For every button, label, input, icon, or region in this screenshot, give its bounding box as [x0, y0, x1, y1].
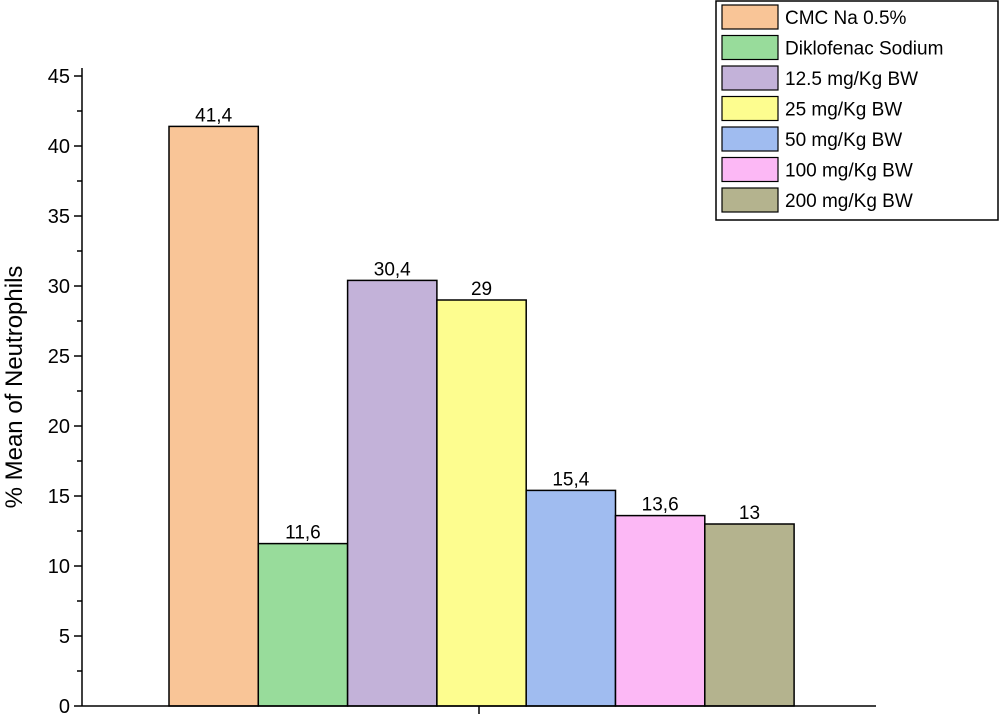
y-tick-label: 20: [48, 416, 70, 438]
bar: [525, 489, 617, 707]
y-tick-label: 5: [59, 626, 70, 648]
y-tick-label: 30: [48, 276, 70, 298]
legend-swatch: [721, 95, 779, 122]
y-axis-ticks: 0 5 10 15 20 25 30 35 40 45: [48, 66, 82, 717]
y-tick-label: 0: [59, 696, 70, 717]
bar: [704, 523, 795, 707]
y-tick-label: 45: [48, 66, 70, 88]
bars: [168, 125, 795, 707]
y-axis-title: % Mean of Neutrophils: [1, 266, 28, 509]
legend-item-label: Diklofenac Sodium: [785, 39, 943, 60]
y-tick-label: 10: [48, 556, 70, 578]
legend-item-label: 50 mg/Kg BW: [785, 130, 902, 151]
bar-value-label: 29: [471, 279, 492, 300]
bar-value-label: 15,4: [552, 469, 589, 490]
legend: CMC Na 0.5% Diklofenac Sodium 12.5 mg/Kg B…: [715, 0, 999, 221]
legend-item-label: 100 mg/Kg BW: [785, 161, 913, 182]
y-tick-label: 25: [48, 346, 70, 368]
bar-value-label: 41,4: [195, 105, 232, 126]
legend-swatch: [721, 4, 779, 30]
axes: 0 5 10 15 20 25 30 35 40 45: [48, 66, 876, 717]
legend-item-label: 200 mg/Kg BW: [785, 191, 913, 212]
y-tick-label: 15: [48, 486, 70, 508]
y-tick-label: 40: [48, 136, 70, 158]
legend-item-label: CMC Na 0.5%: [785, 8, 907, 29]
legend-swatch: [721, 34, 779, 61]
bar-data-labels: 41,4 11,6 30,4 29 15,4 13,6 13: [195, 105, 760, 543]
legend-swatch: [721, 156, 779, 183]
bar: [346, 279, 438, 707]
bar: [257, 542, 349, 707]
bar-value-label: 13,6: [642, 495, 679, 516]
legend-item-label: 12.5 mg/Kg BW: [785, 69, 918, 90]
legend-item-label: 25 mg/Kg BW: [785, 100, 902, 121]
bar-value-label: 11,6: [285, 523, 321, 544]
bar: [436, 299, 527, 707]
bar: [168, 125, 260, 707]
legend-swatch: [721, 126, 779, 152]
legend-swatch: [721, 187, 779, 213]
bar: [614, 514, 706, 707]
bar-value-label: 13: [739, 503, 760, 524]
legend-swatch: [721, 65, 779, 91]
bar-value-label: 30,4: [374, 259, 411, 280]
legend-items: CMC Na 0.5% Diklofenac Sodium 12.5 mg/Kg B…: [721, 4, 943, 213]
y-tick-label: 35: [48, 206, 70, 228]
